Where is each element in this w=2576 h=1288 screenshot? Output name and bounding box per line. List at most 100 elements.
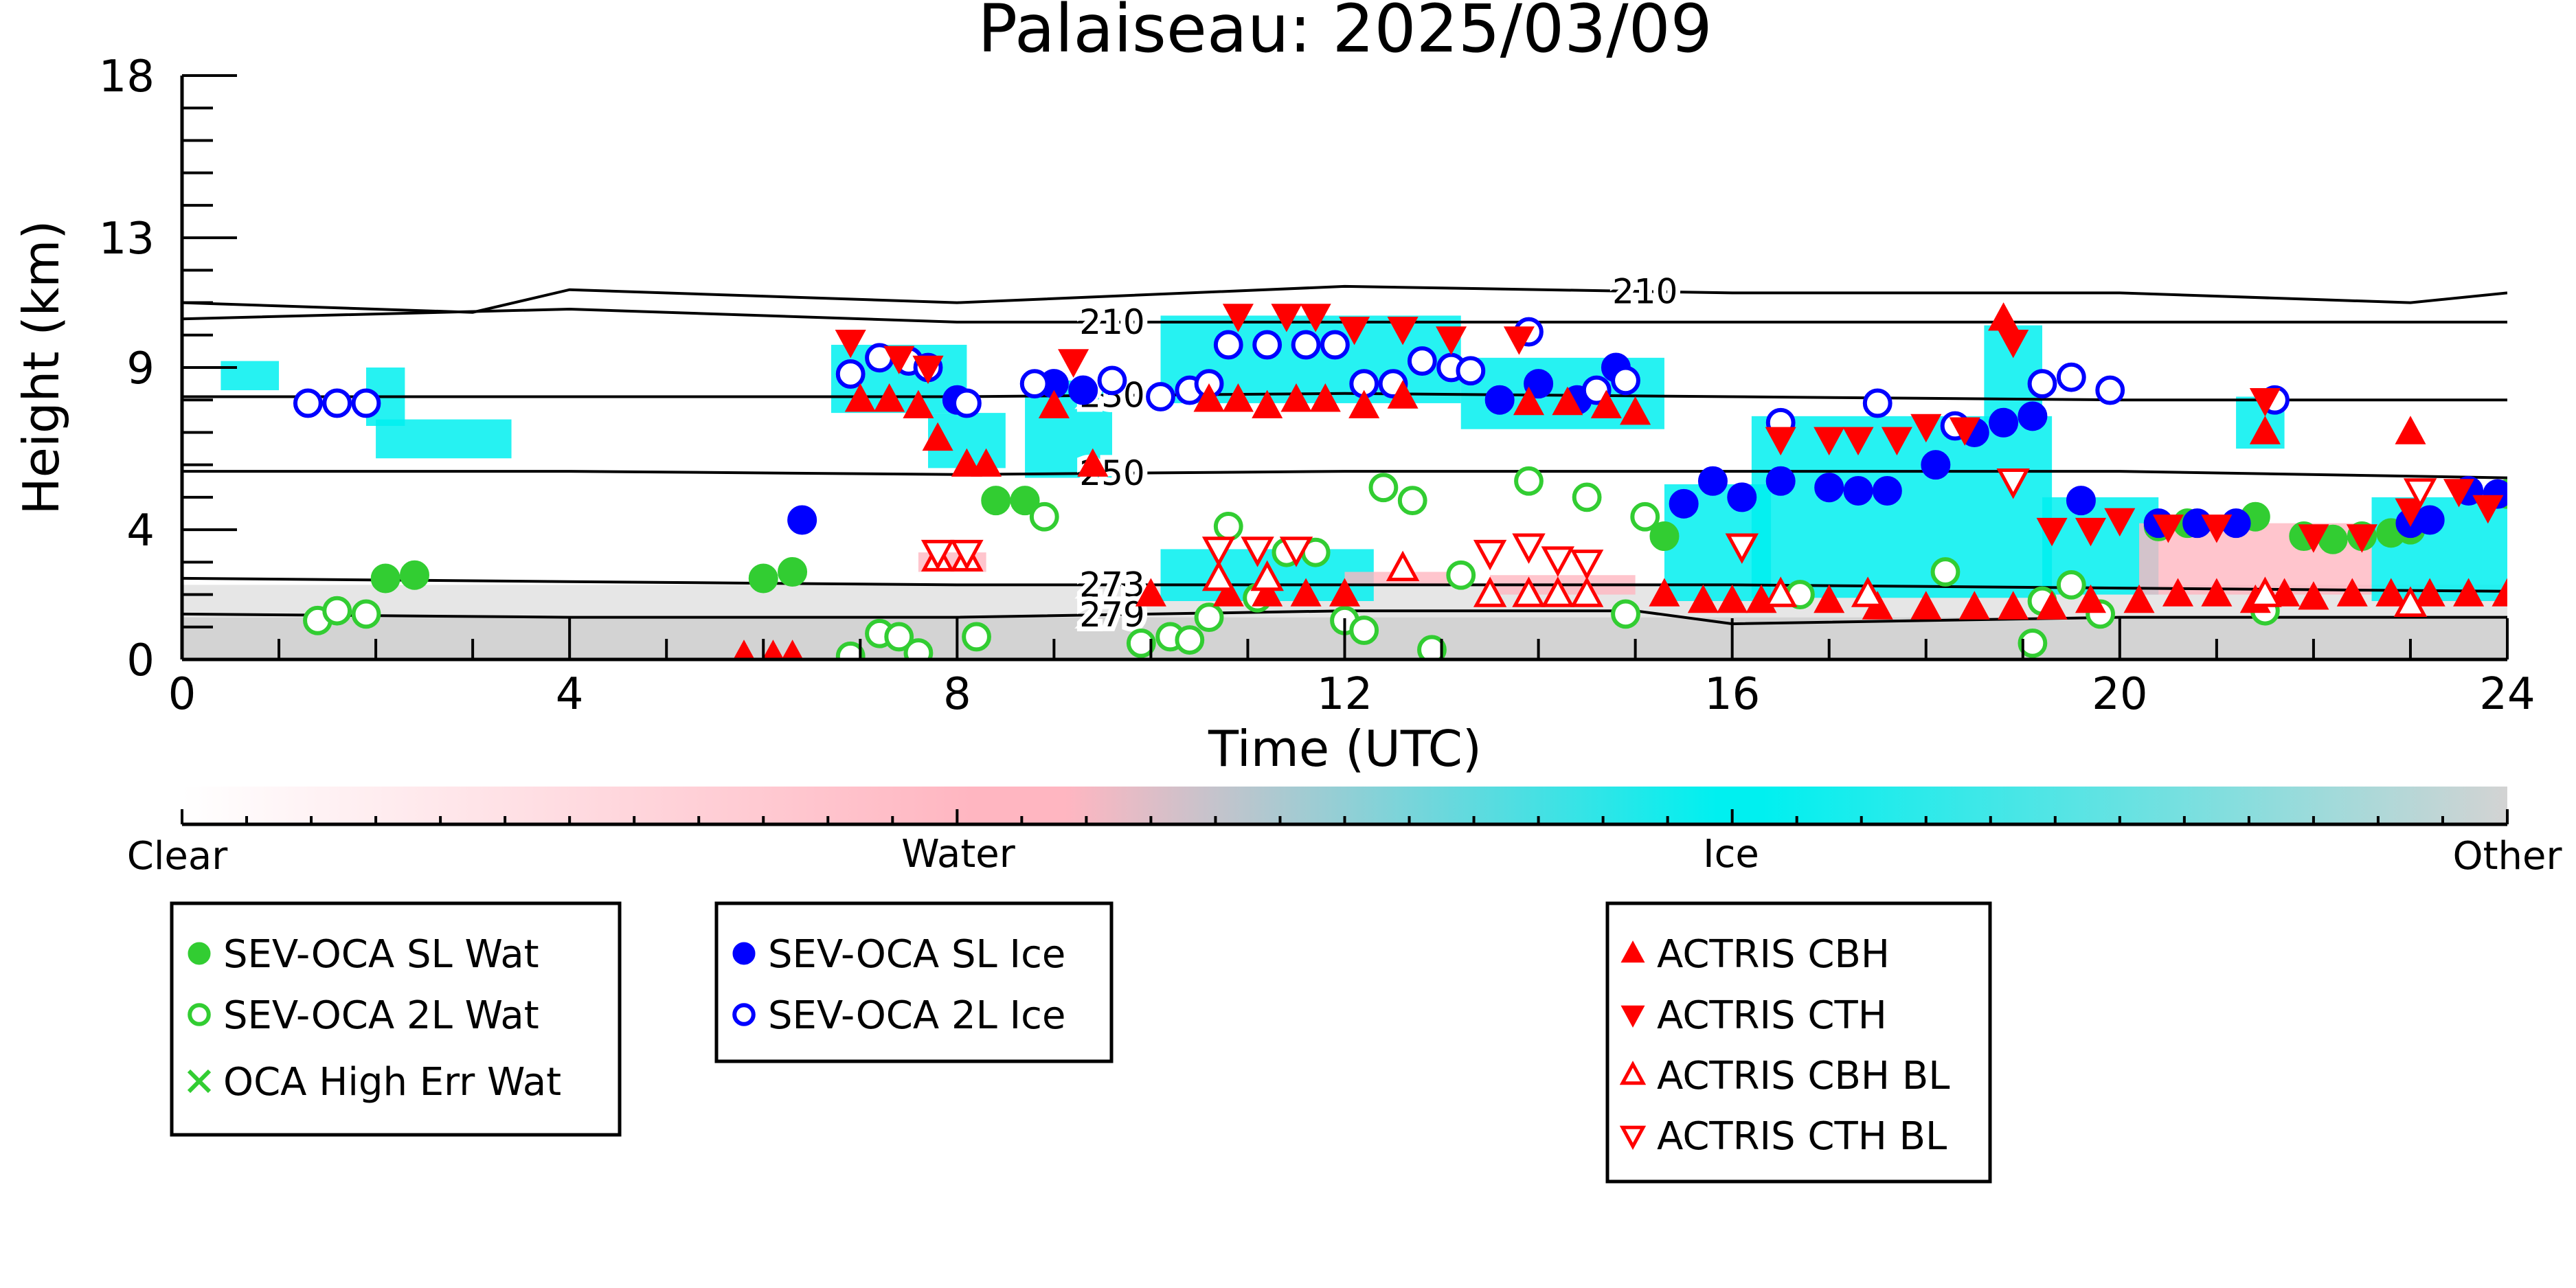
data-point xyxy=(370,563,400,594)
data-point xyxy=(1473,576,1507,607)
data-point xyxy=(950,539,984,571)
data-point xyxy=(1842,427,1874,456)
data-point xyxy=(922,422,953,451)
x-axis-label: Time (UTC) xyxy=(1208,720,1482,778)
legend-label: ACTRIS CTH BL xyxy=(1657,1114,1947,1159)
data-point xyxy=(1348,389,1380,418)
series-actris-cbh-bl xyxy=(920,541,2428,617)
data-point xyxy=(2162,578,2194,607)
data-point xyxy=(1697,466,1728,496)
data-point xyxy=(962,622,991,652)
legend-box xyxy=(170,901,622,1137)
data-point xyxy=(1252,389,1283,418)
data-point xyxy=(1038,389,1070,418)
data-point xyxy=(1717,584,1748,613)
data-point xyxy=(1570,550,1604,580)
data-point xyxy=(2036,517,2068,547)
data-point xyxy=(920,539,955,571)
data-point xyxy=(903,638,934,659)
x-tick-label: 24 xyxy=(2479,669,2535,720)
legend-actris: ACTRIS CBH ACTRIS CTH ACTRIS CBH BL ACTR… xyxy=(1605,901,1992,1184)
data-point xyxy=(1279,536,1313,567)
data-point xyxy=(1339,317,1370,346)
x-tick-label: 0 xyxy=(168,669,196,720)
data-point xyxy=(2393,586,2428,617)
series-sev-oca-2l-ice xyxy=(293,317,2290,441)
data-point xyxy=(835,359,866,389)
x-tick-label: 16 xyxy=(1704,669,1760,720)
data-point xyxy=(1484,385,1515,415)
data-point xyxy=(2075,517,2107,547)
data-point xyxy=(1252,578,1283,607)
data-point xyxy=(1456,356,1486,386)
data-point xyxy=(1068,375,1098,405)
data-point xyxy=(1212,578,1244,607)
data-point xyxy=(951,448,982,477)
data-point xyxy=(1930,557,1961,587)
data-point xyxy=(1417,635,1447,659)
data-point xyxy=(1687,584,1719,613)
colorbar-label-clear: Clear xyxy=(127,834,228,879)
data-point xyxy=(293,388,323,418)
colorbar-label-ice: Ice xyxy=(1703,832,1759,877)
data-point xyxy=(733,640,755,659)
data-point xyxy=(2395,416,2426,444)
data-point xyxy=(2201,515,2233,543)
legend-label: SEV-OCA 2L Wat xyxy=(223,993,539,1038)
data-point xyxy=(952,388,982,418)
data-point xyxy=(2249,416,2281,444)
data-point xyxy=(781,640,804,659)
data-point xyxy=(188,942,211,965)
legend-marker xyxy=(187,1069,212,1094)
data-point xyxy=(1329,578,1361,607)
data-point xyxy=(1250,560,1284,591)
data-point xyxy=(1763,576,1798,607)
data-point xyxy=(2346,524,2377,553)
data-point xyxy=(1193,383,1225,412)
data-point xyxy=(2075,584,2107,613)
data-point xyxy=(2298,524,2329,553)
x-tick-label: 20 xyxy=(2092,669,2147,720)
legend-marker xyxy=(1619,1061,1647,1085)
data-point xyxy=(1126,628,1156,658)
data-point xyxy=(1725,533,1759,564)
data-point xyxy=(2056,362,2086,392)
ice-region xyxy=(221,361,280,391)
contour-label: 279 xyxy=(1079,595,1144,635)
data-point xyxy=(1996,468,2030,499)
colorbar-label-other: Other xyxy=(2452,834,2562,879)
data-point xyxy=(1872,475,1902,506)
data-point xyxy=(2269,578,2301,607)
data-point xyxy=(762,640,784,659)
data-point xyxy=(1910,414,1942,443)
data-point xyxy=(1590,389,1622,418)
data-point xyxy=(1309,383,1341,412)
data-point xyxy=(2018,628,2048,658)
x-tick-label: 8 xyxy=(943,669,971,720)
data-point xyxy=(2027,369,2057,399)
data-point xyxy=(732,1003,756,1026)
data-point xyxy=(1649,578,1680,607)
data-point xyxy=(1513,386,1545,416)
data-point xyxy=(1630,501,1660,532)
legend-label: SEV-OCA 2L Ice xyxy=(768,993,1065,1038)
data-point xyxy=(1524,369,1554,399)
data-point xyxy=(1998,330,2029,359)
data-point xyxy=(2453,578,2485,607)
data-point xyxy=(1814,427,1845,456)
data-point xyxy=(1862,388,1893,418)
data-point xyxy=(1512,533,1546,564)
data-point xyxy=(884,622,914,652)
legend-box xyxy=(714,901,1114,1063)
data-point xyxy=(2415,505,2445,535)
data-point xyxy=(2036,591,2068,620)
data-point xyxy=(1368,473,1399,503)
data-point xyxy=(1649,521,1680,552)
data-point xyxy=(1851,576,1885,607)
legend-label: SEV-OCA SL Ice xyxy=(768,932,1065,977)
data-point xyxy=(1201,560,1236,591)
data-point xyxy=(1910,591,1942,620)
data-point xyxy=(2249,388,2281,417)
data-point xyxy=(1620,940,1645,963)
data-point xyxy=(1620,396,1651,425)
